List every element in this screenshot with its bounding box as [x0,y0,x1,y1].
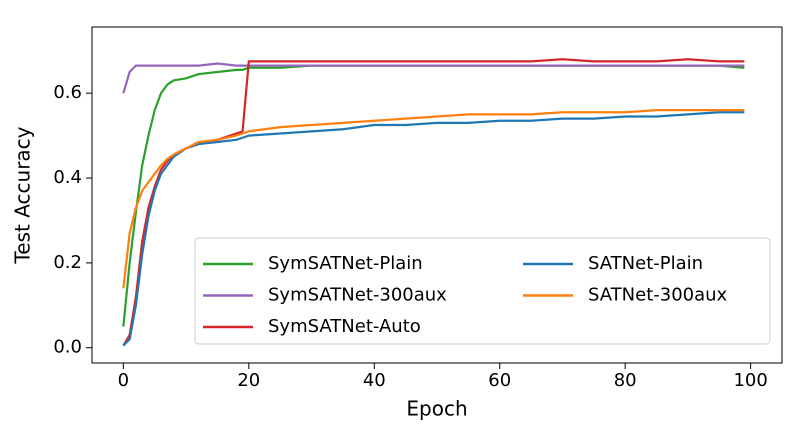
x-tick-label: 40 [363,370,386,391]
x-tick-label: 20 [237,370,260,391]
x-tick-label: 80 [614,370,637,391]
legend-box [194,237,771,345]
data-line [122,111,745,347]
data-line [122,62,745,94]
data-line [122,109,745,289]
data-line [122,58,745,347]
legend-label: SATNet-Plain [588,253,703,274]
y-tick-label: 0.0 [53,337,82,358]
legend-label: SymSATNet-Auto [268,316,421,337]
legend-label: SymSATNet-Plain [268,253,423,274]
x-axis-label: Epoch [406,397,467,421]
x-tick-label: 100 [733,370,767,391]
y-axis-label: Test Accuracy [11,126,35,264]
x-tick-label: 60 [488,370,511,391]
plot-frame [91,26,783,364]
y-tick-label: 0.2 [53,252,82,273]
y-tick-label: 0.4 [53,167,82,188]
legend-label: SATNet-300aux [588,285,728,306]
x-tick-label: 0 [118,370,129,391]
legend-label: SymSATNet-300aux [268,285,447,306]
y-tick-label: 0.6 [53,82,82,103]
